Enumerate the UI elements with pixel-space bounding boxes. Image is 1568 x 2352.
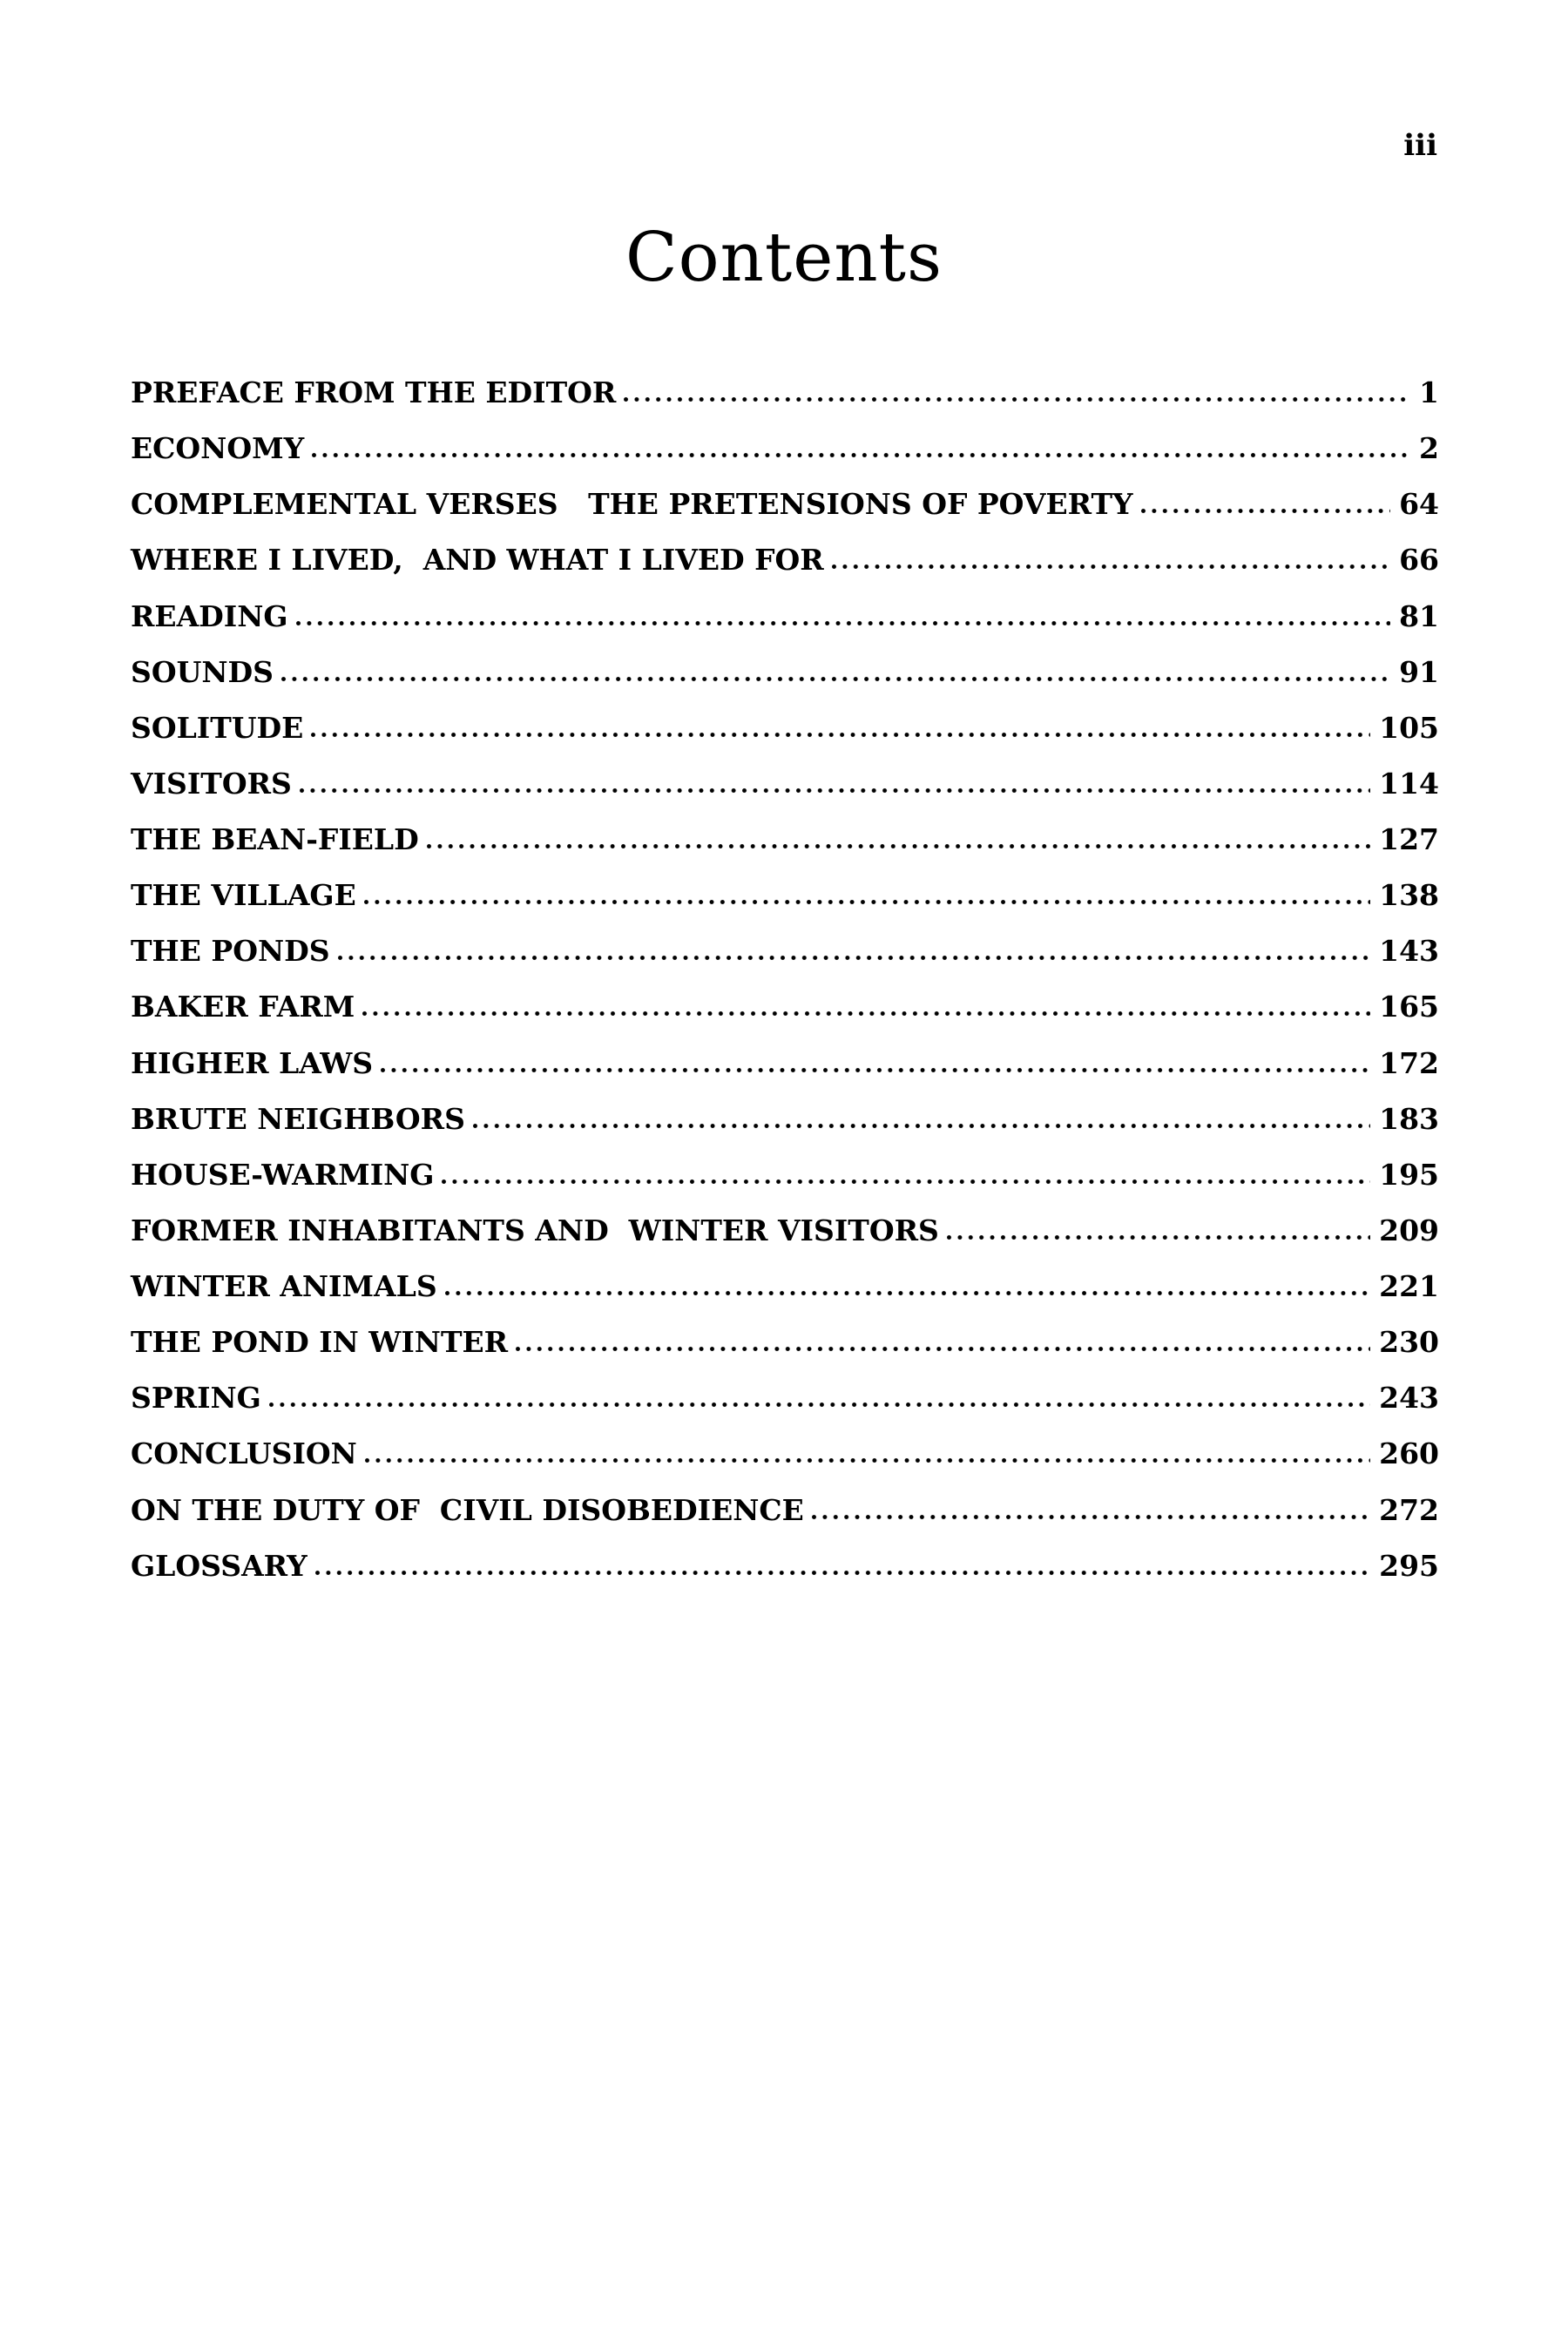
toc-entry: COMPLEMENTAL VERSES THE PRETENSIONS OF P… xyxy=(131,476,1439,532)
toc-entry: BAKER FARM 165 xyxy=(131,979,1439,1035)
toc-entry: WHERE I LIVED, AND WHAT I LIVED FOR 66 xyxy=(131,532,1439,588)
toc-entry-title: READING xyxy=(131,598,288,633)
toc-entry-page: 230 xyxy=(1379,1325,1439,1360)
toc-entry-title: BRUTE NEIGHBORS xyxy=(131,1101,465,1136)
dot-leader xyxy=(624,396,1411,402)
toc-entry-page: 81 xyxy=(1399,598,1439,633)
toc-entry-title: GLOSSARY xyxy=(131,1548,308,1583)
toc-entry-title: FORMER INHABITANTS AND WINTER VISITORS xyxy=(131,1213,939,1247)
toc-entry-page: 66 xyxy=(1399,543,1439,578)
toc-entry: SPRING 243 xyxy=(131,1370,1439,1426)
dot-leader xyxy=(299,787,1371,794)
toc-entry-title: CONCLUSION xyxy=(131,1436,357,1471)
toc-entry-title: WINTER ANIMALS xyxy=(131,1269,437,1303)
toc-entry-page: 105 xyxy=(1379,710,1439,745)
toc-entry: ECONOMY 2 xyxy=(131,421,1439,476)
toc-entry-title: ECONOMY xyxy=(131,431,305,466)
toc-entry-title: THE VILLAGE xyxy=(131,878,356,913)
dot-leader xyxy=(364,1457,1371,1464)
dot-leader xyxy=(472,1122,1371,1129)
toc-entry: THE PONDS 143 xyxy=(131,923,1439,979)
toc-entry-page: 127 xyxy=(1379,822,1439,856)
toc-entry: THE BEAN-FIELD 127 xyxy=(131,812,1439,868)
toc-entry: WINTER ANIMALS 221 xyxy=(131,1259,1439,1315)
toc-entry-title: THE POND IN WINTER xyxy=(131,1325,509,1360)
toc-entry-title: COMPLEMENTAL VERSES THE PRETENSIONS OF P… xyxy=(131,487,1133,522)
toc-entry: BRUTE NEIGHBORS 183 xyxy=(131,1092,1439,1147)
toc-entry-page: 295 xyxy=(1379,1548,1439,1583)
toc-entry-title: SPRING xyxy=(131,1381,261,1416)
toc-entry-page: 64 xyxy=(1399,487,1439,522)
toc-entry: SOLITUDE 105 xyxy=(131,700,1439,756)
dot-leader xyxy=(811,1513,1371,1520)
dot-leader xyxy=(381,1066,1371,1073)
toc-entry: GLOSSARY 295 xyxy=(131,1538,1439,1594)
dot-leader xyxy=(1140,508,1391,515)
dot-leader xyxy=(311,731,1371,738)
toc-entry: THE VILLAGE 138 xyxy=(131,868,1439,923)
toc-entry-title: HOUSE-WARMING xyxy=(131,1157,435,1192)
toc-entry-title: PREFACE FROM THE EDITOR xyxy=(131,375,617,409)
toc-entry-page: 114 xyxy=(1379,766,1439,801)
toc-list: PREFACE FROM THE EDITOR 1 ECONOMY 2 COMPLEME… xyxy=(131,365,1439,1594)
toc-entry-page: 260 xyxy=(1379,1436,1439,1471)
toc-entry: CONCLUSION 260 xyxy=(131,1426,1439,1482)
toc-entry-page: 183 xyxy=(1379,1101,1439,1136)
dot-leader xyxy=(312,452,1411,459)
toc-entry: FORMER INHABITANTS AND WINTER VISITORS 20… xyxy=(131,1203,1439,1259)
toc-entry-title: BAKER FARM xyxy=(131,990,355,1024)
dot-leader xyxy=(363,899,1371,906)
toc-entry: SOUNDS 91 xyxy=(131,645,1439,700)
dot-leader xyxy=(442,1178,1371,1185)
toc-entry-title: VISITORS xyxy=(131,766,292,801)
toc-entry-page: 2 xyxy=(1419,431,1439,466)
toc-entry-page: 172 xyxy=(1379,1045,1439,1080)
toc-entry: PREFACE FROM THE EDITOR 1 xyxy=(131,365,1439,421)
toc-entry: HIGHER LAWS 172 xyxy=(131,1036,1439,1092)
toc-entry-title: THE PONDS xyxy=(131,934,330,969)
toc-entry-page: 138 xyxy=(1379,878,1439,913)
dot-leader xyxy=(314,1569,1371,1576)
toc-entry: READING 81 xyxy=(131,589,1439,645)
toc-entry-title: SOLITUDE xyxy=(131,710,304,745)
toc-entry: HOUSE-WARMING 195 xyxy=(131,1147,1439,1203)
toc-entry-page: 272 xyxy=(1379,1492,1439,1527)
toc-entry-page: 221 xyxy=(1379,1269,1439,1303)
dot-leader xyxy=(444,1290,1371,1296)
toc-entry-title: HIGHER LAWS xyxy=(131,1045,374,1080)
toc-entry-title: ON THE DUTY OF CIVIL DISOBEDIENCE xyxy=(131,1492,804,1527)
toc-entry-page: 195 xyxy=(1379,1157,1439,1192)
dot-leader xyxy=(280,675,1391,682)
page-folio: iii xyxy=(1403,128,1437,163)
dot-leader xyxy=(946,1233,1371,1240)
toc-entry-page: 209 xyxy=(1379,1213,1439,1247)
dot-leader xyxy=(337,955,1371,962)
contents-title: Contents xyxy=(625,219,943,297)
dot-leader xyxy=(831,564,1391,571)
dot-leader xyxy=(295,619,1391,626)
toc-entry: THE POND IN WINTER 230 xyxy=(131,1315,1439,1370)
dot-leader xyxy=(268,1402,1371,1409)
dot-leader xyxy=(516,1346,1371,1353)
toc-entry-title: THE BEAN-FIELD xyxy=(131,822,419,856)
toc-entry-title: SOUNDS xyxy=(131,654,274,689)
dot-leader xyxy=(362,1010,1371,1017)
dot-leader xyxy=(426,843,1371,849)
toc-entry-page: 165 xyxy=(1379,990,1439,1024)
toc-entry-page: 143 xyxy=(1379,934,1439,969)
toc-entry: ON THE DUTY OF CIVIL DISOBEDIENCE 272 xyxy=(131,1483,1439,1538)
toc-entry: VISITORS 114 xyxy=(131,756,1439,812)
toc-entry-title: WHERE I LIVED, AND WHAT I LIVED FOR xyxy=(131,543,824,578)
toc-entry-page: 1 xyxy=(1419,375,1439,409)
toc-entry-page: 243 xyxy=(1379,1381,1439,1416)
toc-entry-page: 91 xyxy=(1399,654,1439,689)
